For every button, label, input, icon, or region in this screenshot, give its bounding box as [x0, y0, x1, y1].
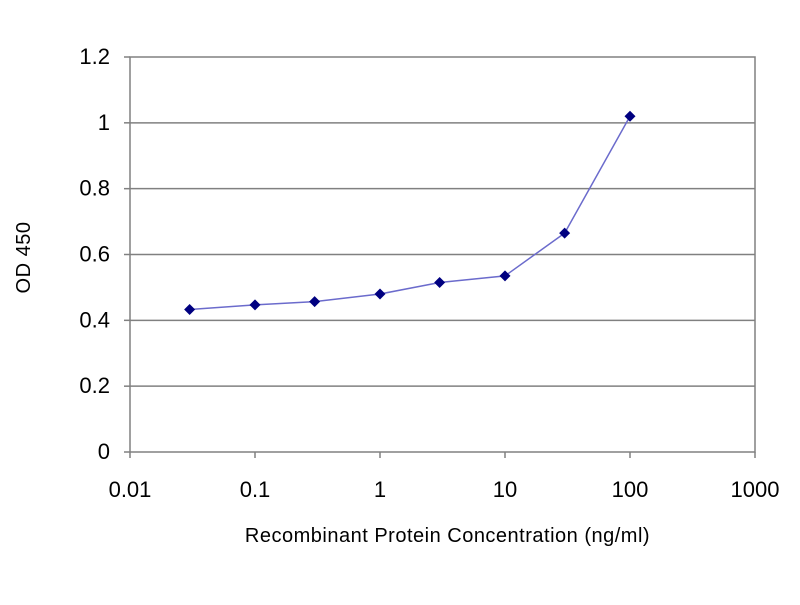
data-point [309, 296, 321, 308]
x-axis-title: Recombinant Protein Concentration (ng/ml… [245, 525, 650, 547]
data-point [559, 227, 571, 239]
x-tick-label: 0.1 [240, 477, 271, 502]
data-point [624, 110, 636, 122]
series [184, 110, 636, 315]
data-point [434, 276, 446, 288]
x-axis-ticks: 0.01 0.1 1 10 100 1000 [109, 452, 780, 502]
data-point [184, 303, 196, 315]
y-tick-label: 0.4 [79, 307, 110, 332]
x-tick-label: 1 [374, 477, 386, 502]
y-tick-label: 0 [98, 439, 110, 464]
y-tick-label: 1.2 [79, 44, 110, 69]
data-point [249, 299, 261, 311]
gridlines [130, 122, 755, 387]
y-tick-label: 0.8 [79, 176, 110, 201]
x-tick-label: 1000 [731, 477, 780, 502]
data-point [374, 288, 386, 300]
y-axis-ticks: 0 0.2 0.4 0.6 0.8 1 1.2 [79, 44, 130, 464]
series-line [189, 115, 631, 311]
data-point [499, 270, 511, 282]
x-tick-label: 10 [493, 477, 517, 502]
x-tick-label: 100 [612, 477, 649, 502]
x-tick-label: 0.01 [109, 477, 152, 502]
y-tick-label: 0.6 [79, 242, 110, 267]
y-tick-label: 1 [98, 110, 110, 135]
y-axis-title: OD 450 [13, 222, 35, 294]
y-tick-label: 0.2 [79, 373, 110, 398]
